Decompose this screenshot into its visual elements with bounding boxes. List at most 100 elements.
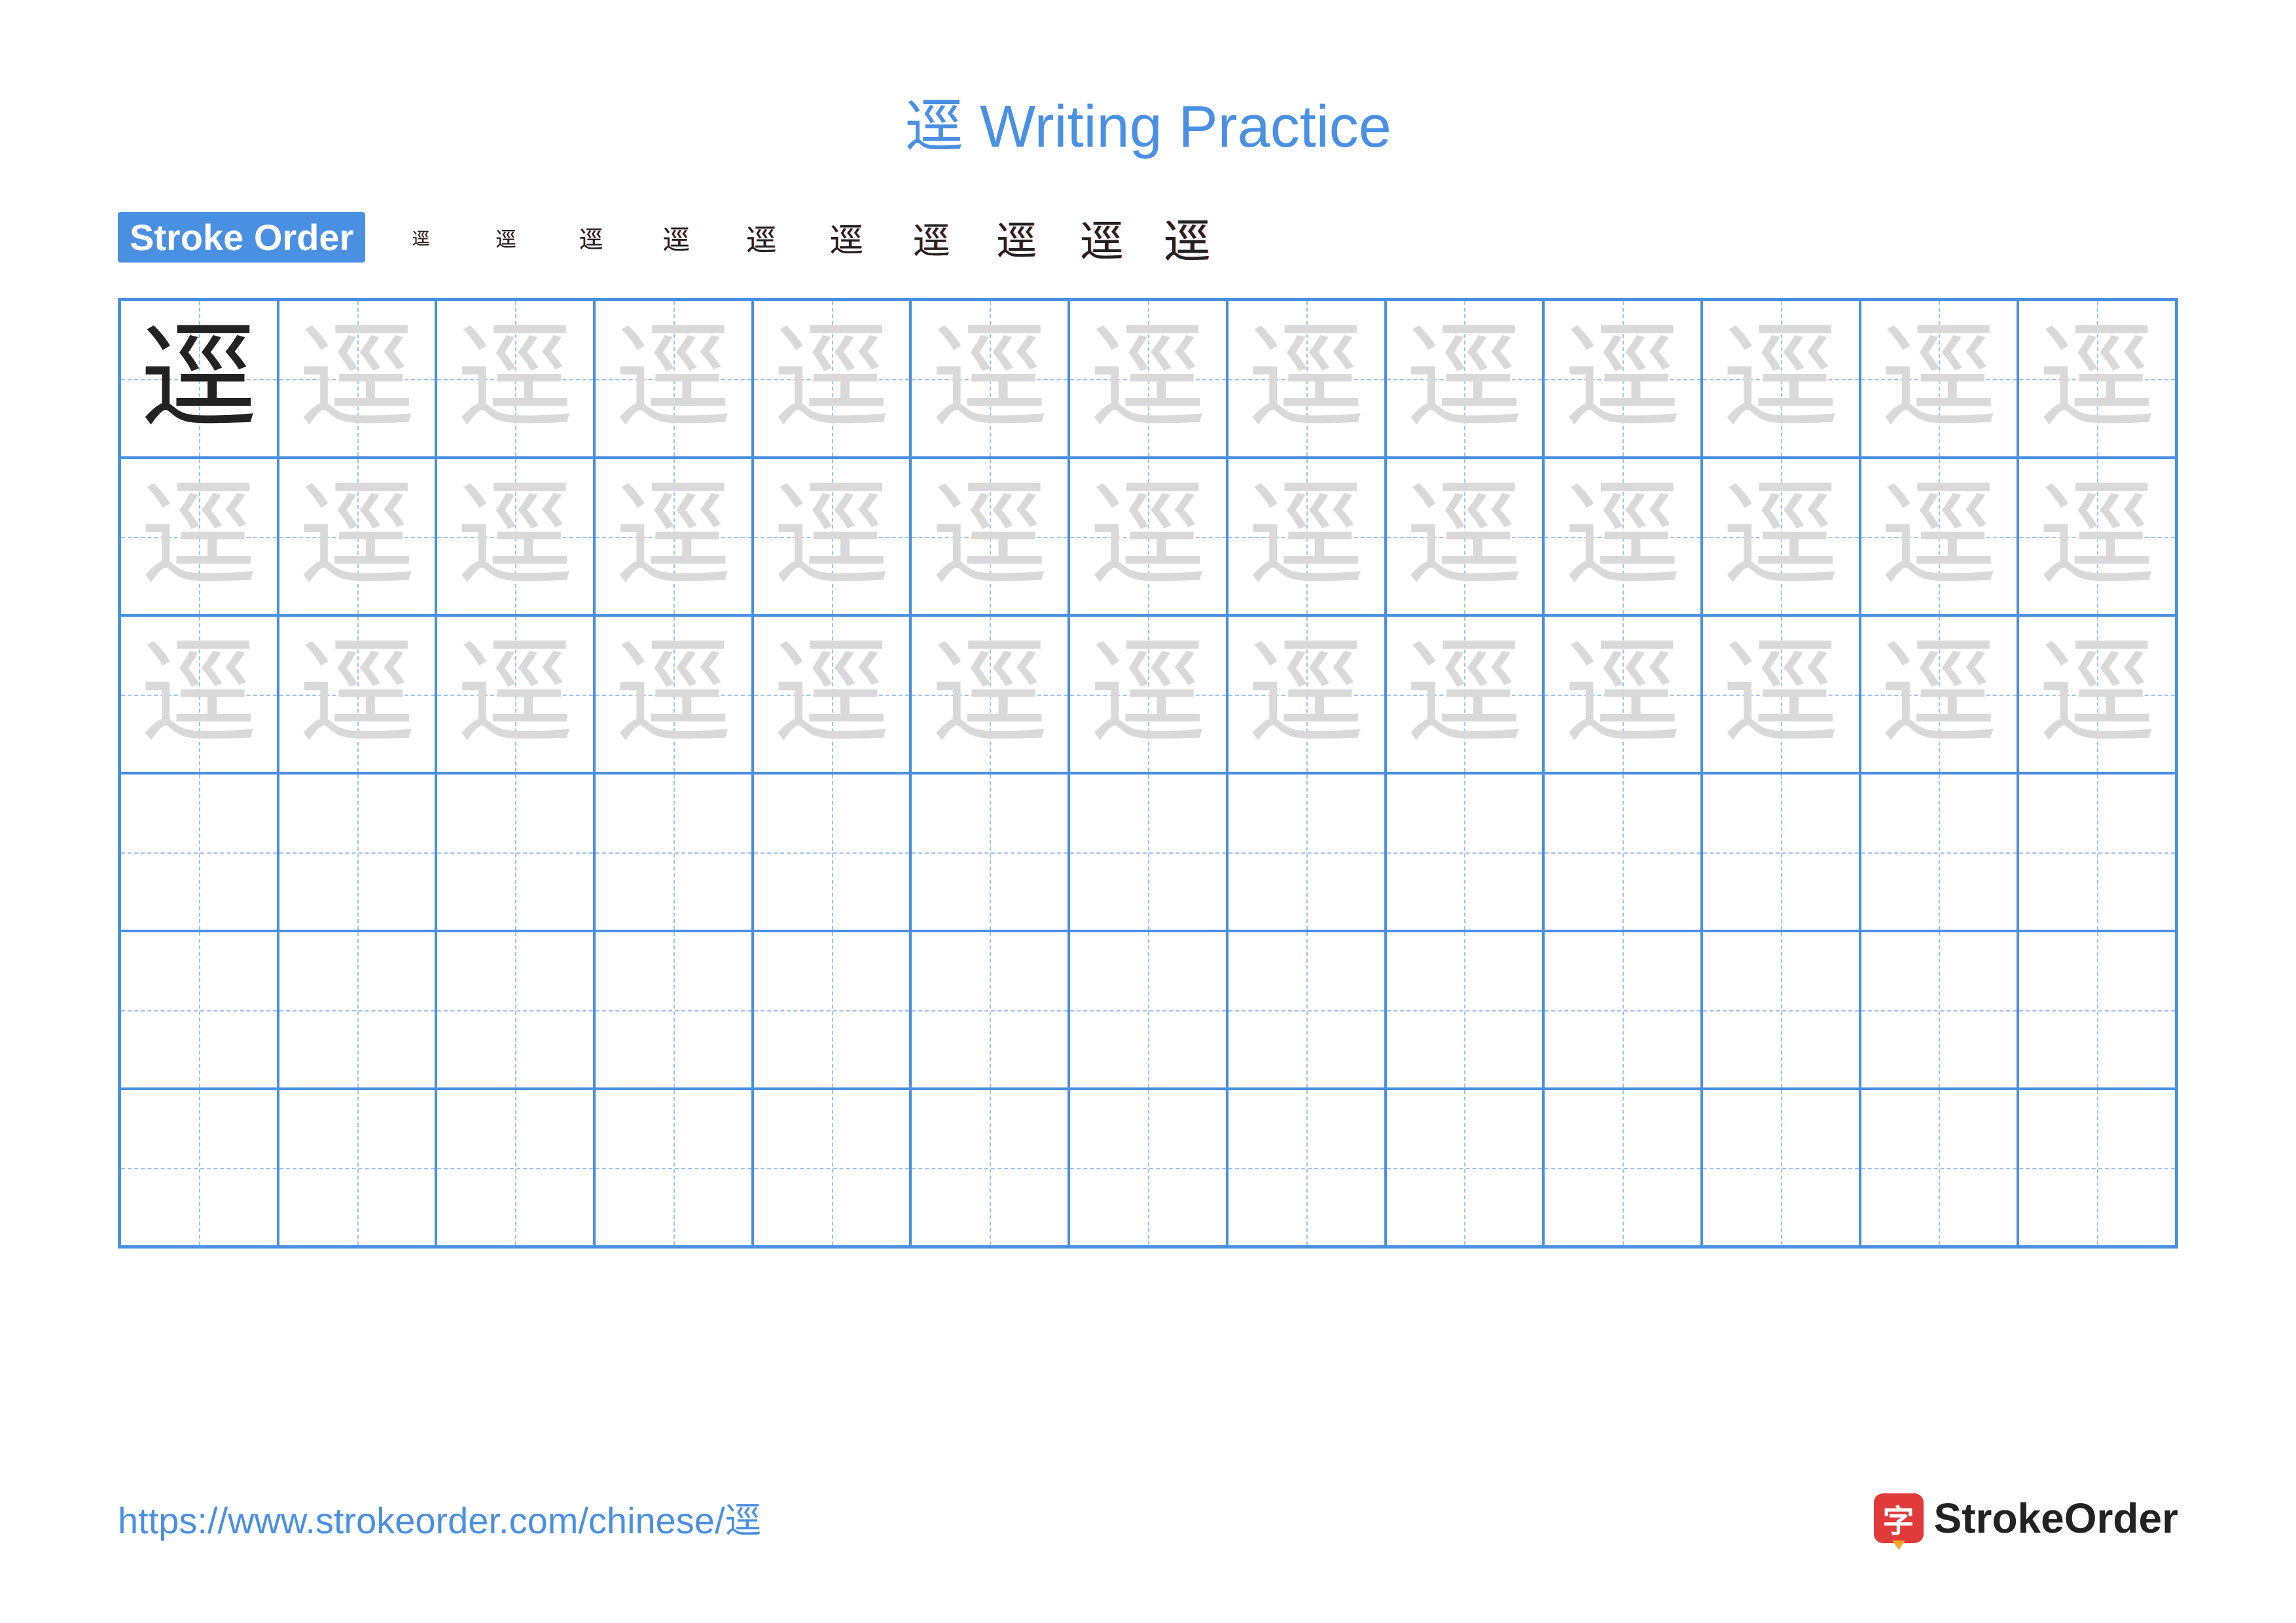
- trace-character: 逕: [1880, 478, 1998, 596]
- grid-cell: [1702, 773, 1860, 931]
- grid-cell: 逕: [1227, 300, 1386, 458]
- grid-cell: [1386, 931, 1544, 1089]
- source-url: https://www.strokeorder.com/chinese/逕: [118, 1491, 762, 1544]
- grid-cell: 逕: [1069, 615, 1227, 773]
- grid-cell: [1543, 931, 1702, 1089]
- footer: https://www.strokeorder.com/chinese/逕 字 …: [118, 1491, 2178, 1544]
- stroke-step-3: 逕: [576, 220, 606, 255]
- grid-cell: 逕: [1702, 458, 1860, 615]
- grid-cell: [120, 773, 278, 931]
- trace-character: 逕: [773, 320, 891, 438]
- grid-cell: [278, 773, 437, 931]
- example-character: 逕: [140, 320, 258, 438]
- stroke-step-7: 逕: [908, 210, 955, 264]
- trace-character: 逕: [456, 478, 574, 596]
- trace-character: 逕: [1089, 478, 1207, 596]
- title-character: 逕: [905, 94, 963, 160]
- grid-cell: 逕: [910, 300, 1069, 458]
- grid-cell: 逕: [1860, 300, 2018, 458]
- trace-character: 逕: [1405, 320, 1523, 438]
- grid-cell: [910, 773, 1069, 931]
- stroke-order-row: Stroke Order 逕逕逕逕逕逕逕逕逕逕: [118, 203, 2178, 272]
- grid-cell: [1069, 1089, 1227, 1247]
- brand-logo: 字 StrokeOrder: [1874, 1493, 2178, 1543]
- grid-cell: [1860, 773, 2018, 931]
- grid-cell: [436, 931, 594, 1089]
- stroke-step-5: 逕: [742, 215, 781, 259]
- grid-cell: 逕: [594, 458, 753, 615]
- grid-cell: 逕: [594, 300, 753, 458]
- trace-character: 逕: [298, 320, 416, 438]
- stroke-order-steps: 逕逕逕逕逕逕逕逕逕逕: [391, 203, 1216, 272]
- grid-cell: 逕: [1860, 458, 2018, 615]
- trace-character: 逕: [931, 320, 1049, 438]
- grid-cell: [436, 773, 594, 931]
- title-suffix: Writing Practice: [980, 94, 1391, 160]
- grid-cell: 逕: [1543, 615, 1702, 773]
- stroke-step-1: 逕: [410, 225, 432, 250]
- trace-character: 逕: [773, 636, 891, 754]
- trace-character: 逕: [1722, 320, 1840, 438]
- grid-cell: 逕: [910, 458, 1069, 615]
- stroke-step-2: 逕: [493, 222, 520, 252]
- trace-character: 逕: [140, 636, 258, 754]
- trace-character: 逕: [1722, 636, 1840, 754]
- trace-character: 逕: [1405, 478, 1523, 596]
- grid-cell: [2018, 773, 2176, 931]
- trace-character: 逕: [615, 636, 732, 754]
- trace-character: 逕: [298, 478, 416, 596]
- grid-cell: [594, 1089, 753, 1247]
- grid-cell: 逕: [1702, 300, 1860, 458]
- grid-cell: 逕: [120, 300, 278, 458]
- grid-cell: [120, 1089, 278, 1247]
- trace-character: 逕: [1247, 320, 1365, 438]
- grid-cell: 逕: [278, 615, 437, 773]
- grid-cell: [1386, 773, 1544, 931]
- grid-cell: [753, 931, 911, 1089]
- stroke-step-9: 逕: [1074, 206, 1129, 270]
- grid-cell: [753, 1089, 911, 1247]
- grid-cell: 逕: [753, 615, 911, 773]
- stroke-order-label: Stroke Order: [118, 212, 365, 263]
- grid-cell: 逕: [1543, 458, 1702, 615]
- grid-cell: [594, 931, 753, 1089]
- trace-character: 逕: [298, 636, 416, 754]
- grid-cell: 逕: [1227, 615, 1386, 773]
- logo-text: StrokeOrder: [1934, 1494, 2178, 1542]
- trace-character: 逕: [1564, 320, 1681, 438]
- stroke-step-8: 逕: [992, 208, 1042, 266]
- grid-cell: 逕: [120, 615, 278, 773]
- grid-cell: 逕: [278, 300, 437, 458]
- grid-cell: [910, 1089, 1069, 1247]
- grid-cell: 逕: [278, 458, 437, 615]
- grid-cell: [1860, 931, 2018, 1089]
- grid-cell: 逕: [1543, 300, 1702, 458]
- grid-cell: 逕: [1386, 615, 1544, 773]
- grid-cell: [278, 931, 437, 1089]
- trace-character: 逕: [1089, 320, 1207, 438]
- grid-cell: 逕: [436, 615, 594, 773]
- trace-character: 逕: [2038, 636, 2156, 754]
- stroke-step-6: 逕: [825, 213, 868, 263]
- trace-character: 逕: [2038, 320, 2156, 438]
- grid-cell: 逕: [753, 300, 911, 458]
- grid-cell: [1069, 931, 1227, 1089]
- grid-cell: [594, 773, 753, 931]
- trace-character: 逕: [1405, 636, 1523, 754]
- grid-cell: 逕: [1386, 300, 1544, 458]
- stroke-step-10: 逕: [1157, 203, 1216, 272]
- grid-cell: 逕: [436, 458, 594, 615]
- page-title: 逕 Writing Practice: [118, 79, 2178, 164]
- grid-cell: [1543, 773, 1702, 931]
- grid-cell: 逕: [2018, 615, 2176, 773]
- trace-character: 逕: [1247, 636, 1365, 754]
- trace-character: 逕: [140, 478, 258, 596]
- grid-cell: [753, 773, 911, 931]
- trace-character: 逕: [456, 320, 574, 438]
- grid-cell: [1860, 1089, 2018, 1247]
- trace-character: 逕: [615, 320, 732, 438]
- grid-cell: 逕: [1069, 300, 1227, 458]
- trace-character: 逕: [615, 478, 732, 596]
- trace-character: 逕: [931, 636, 1049, 754]
- grid-cell: 逕: [120, 458, 278, 615]
